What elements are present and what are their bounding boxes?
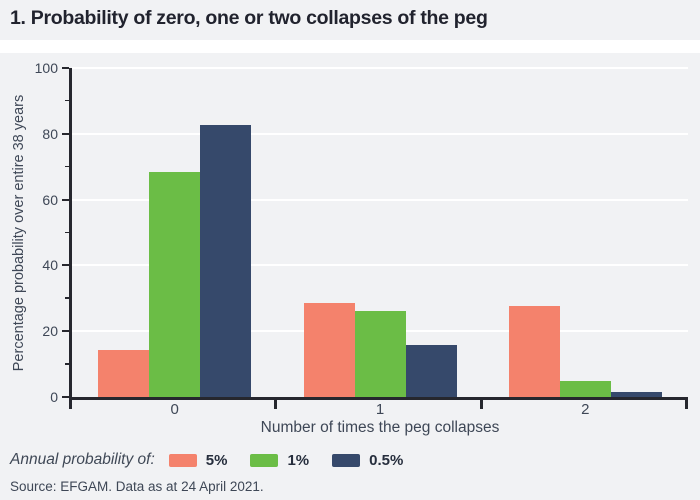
y-minor-tick-30 (64, 297, 69, 299)
x-tick-1 (274, 400, 278, 409)
legend-swatch-1pct (250, 453, 279, 467)
gridline-y80 (72, 132, 688, 135)
x-category-label-1: 1 (375, 401, 385, 418)
y-minor-tick-70 (64, 165, 69, 168)
x-category-label-0: 0 (170, 401, 179, 418)
y-tick-label-100: 100 (34, 60, 58, 76)
bar-0-5pct-x2 (610, 392, 662, 397)
y-minor-tick-50 (64, 231, 69, 233)
gridline-y100 (72, 67, 688, 69)
bar-5pct-x2 (508, 305, 560, 397)
y-tick-label-0: 0 (50, 389, 58, 405)
bar-5pct-x1 (303, 303, 355, 397)
gridline-y60 (72, 198, 688, 201)
y-tick-label-80: 80 (42, 125, 58, 142)
y-tick-label-20: 20 (42, 323, 58, 340)
legend-items: 5% 1% 0.5% (168, 451, 427, 469)
y-tick-label-60: 60 (42, 191, 58, 208)
y-tick-40 (62, 264, 69, 267)
legend-label-0-5pct: 0.5% (369, 451, 404, 469)
source-note: Source: EFGAM. Data as at 24 April 2021. (10, 479, 264, 494)
y-tick-60 (62, 198, 69, 201)
title-divider (0, 40, 700, 53)
bar-1pct-x1 (354, 310, 406, 397)
bar-1pct-x2 (559, 380, 611, 397)
legend-title: Annual probability of: (10, 451, 155, 468)
y-tick-label-40: 40 (42, 257, 58, 274)
y-minor-tick-10 (64, 363, 69, 365)
legend-item-0-5pct: 0.5% (332, 452, 403, 469)
plot-area (69, 67, 688, 400)
legend-label-5pct: 5% (205, 451, 228, 469)
bar-0-5pct-x0 (200, 124, 252, 397)
x-tick-2 (479, 400, 483, 409)
x-tick-3 (685, 400, 688, 409)
legend: Annual probability of: 5% 1% 0.5% (10, 450, 426, 470)
y-tick-80 (62, 132, 69, 135)
x-category-label-2: 2 (581, 401, 590, 418)
bar-1pct-x0 (149, 172, 201, 397)
y-tick-100 (62, 67, 69, 69)
y-minor-tick-90 (64, 99, 69, 102)
bar-0-5pct-x1 (405, 345, 457, 397)
legend-swatch-0-5pct (332, 453, 361, 467)
y-tick-0 (62, 396, 69, 398)
legend-swatch-5pct (168, 453, 197, 467)
chart-title: 1. Probability of zero, one or two colla… (10, 7, 488, 29)
legend-item-1pct: 1% (250, 452, 309, 469)
legend-item-5pct: 5% (168, 451, 228, 469)
legend-label-1pct: 1% (287, 451, 310, 469)
x-axis-label: Number of times the peg collapses (260, 419, 500, 436)
x-tick-0 (69, 400, 72, 409)
gridline-y40 (72, 264, 688, 267)
bar-5pct-x0 (98, 350, 150, 397)
y-tick-20 (62, 330, 69, 333)
